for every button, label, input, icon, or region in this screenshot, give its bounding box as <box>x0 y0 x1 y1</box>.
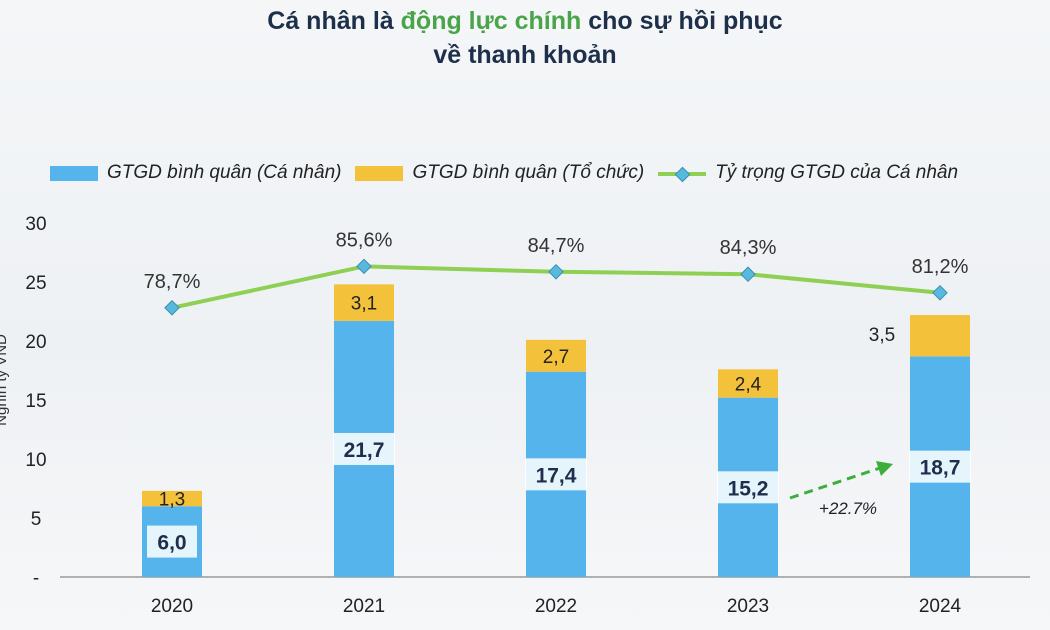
y-tick-label: 30 <box>25 214 46 235</box>
label-individual: 6,0 <box>157 532 186 555</box>
legend-label-share: Tỷ trọng GTGD của Cá nhân <box>715 162 959 183</box>
y-axis-label: Nghìn tỷ VND <box>0 334 10 426</box>
share-marker <box>164 300 180 316</box>
y-tick-label: 15 <box>25 391 46 412</box>
y-tick-label: 5 <box>31 509 42 530</box>
share-marker <box>740 266 756 282</box>
bars <box>142 284 970 577</box>
growth-arrow <box>789 466 881 500</box>
data-labels: 6,0 1,3 21,7 3,1 17,4 2,7 15,2 2,4 18,7 3,5 78,7% 8… <box>144 229 971 558</box>
x-tick-label: 2023 <box>727 596 769 617</box>
title-part-1: Cá nhân là <box>267 7 401 35</box>
legend-label-institution: GTGD bình quân (Tổ chức) <box>412 162 645 183</box>
bar-institution <box>526 339 586 372</box>
bar-institution <box>334 284 394 321</box>
legend-swatch-share <box>658 166 707 182</box>
share-label: 84,3% <box>720 237 777 259</box>
legend-swatch-institution <box>355 165 404 181</box>
x-tick-label: 2020 <box>151 596 193 617</box>
label-box-individual <box>717 471 779 504</box>
label-box-individual <box>147 525 197 558</box>
chart-title: Cá nhân là động lực chính cho sự hồi phụ… <box>0 4 1050 72</box>
share-marker <box>932 285 948 301</box>
label-box-individual <box>525 458 587 491</box>
label-institution: 1,3 <box>159 490 185 511</box>
label-box-individual <box>333 432 395 465</box>
label-institution: 2,4 <box>735 374 762 395</box>
label-institution: 3,1 <box>351 294 377 315</box>
title-highlight: động lực chính <box>400 7 582 35</box>
x-tick-label: 2021 <box>343 596 385 617</box>
y-tick-label: 10 <box>25 450 46 471</box>
share-marker <box>356 258 372 275</box>
label-individual: 15,2 <box>728 477 769 500</box>
label-box-individual <box>909 450 971 483</box>
share-label: 85,6% <box>336 229 393 251</box>
x-tick-label: 2024 <box>919 596 962 617</box>
growth-label: +22.7% <box>819 499 877 518</box>
y-tick-label: 20 <box>25 332 46 353</box>
bar-institution <box>718 369 778 398</box>
title-line-1: Cá nhân là động lực chính cho sự hồi phụ… <box>0 4 1050 38</box>
legend-swatch-individual <box>50 165 98 181</box>
y-tick-label: 25 <box>25 273 46 294</box>
share-marker <box>548 264 564 280</box>
legend-item-share: Tỷ trọng GTGD của Cá nhân <box>658 162 958 184</box>
bar-institution <box>142 490 202 507</box>
bar-institution <box>910 315 970 357</box>
chart-legend: GTGD bình quân (Cá nhân) GTGD bình quân … <box>50 160 972 186</box>
legend-item-individual: GTGD bình quân (Cá nhân) <box>50 162 341 184</box>
label-individual: 18,7 <box>920 457 961 480</box>
growth-arrow-head <box>876 461 893 476</box>
label-individual: 17,4 <box>536 464 577 487</box>
share-label: 81,2% <box>912 256 969 278</box>
y-tick-label: - <box>33 568 39 589</box>
legend-item-institution: GTGD bình quân (Tổ chức) <box>355 162 644 184</box>
title-part-2: cho sự hồi phục <box>581 7 783 35</box>
share-label: 84,7% <box>528 235 585 257</box>
legend-label-individual: GTGD bình quân (Cá nhân) <box>107 162 342 183</box>
x-tick-label: 2022 <box>535 596 577 617</box>
label-individual: 21,7 <box>344 439 385 462</box>
label-institution: 3,5 <box>869 325 895 346</box>
title-line-2: về thanh khoản <box>433 41 617 69</box>
share-label: 78,7% <box>144 271 201 293</box>
share-line <box>164 258 948 316</box>
label-institution: 2,7 <box>543 347 569 368</box>
